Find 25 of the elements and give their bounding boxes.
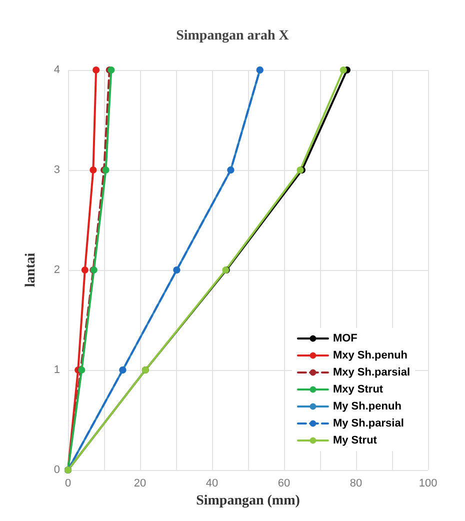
x-tick-label: 40	[206, 478, 218, 490]
chart-title: Simpangan arah X	[176, 28, 289, 44]
point	[340, 66, 347, 74]
x-tick-label: 80	[350, 478, 362, 490]
point	[81, 266, 88, 274]
legend-label: My Strut	[332, 434, 378, 446]
point	[90, 166, 97, 174]
y-axis-title: lantai	[24, 252, 38, 288]
x-tick-label: 100	[418, 478, 438, 490]
y-tick-label: 0	[54, 464, 60, 476]
legend-label: Mxy Strut	[332, 384, 384, 396]
x-tick-label: 20	[134, 478, 146, 490]
legend-label: My Sh.penuh	[332, 400, 402, 412]
y-tick-label: 3	[54, 164, 60, 176]
x-axis-title: Simpangan (mm)	[196, 493, 300, 508]
legend-label: My Sh.parsial	[332, 418, 404, 430]
legend-label: MOF	[332, 332, 358, 344]
x-tick-label: 0	[64, 478, 72, 490]
point	[92, 66, 100, 74]
y-tick-label: 1	[54, 364, 60, 376]
x-tick-label: 60	[278, 478, 290, 490]
y-tick-label: 2	[54, 264, 60, 276]
legend-label: Mxy Sh.penuh	[332, 350, 408, 362]
y-tick-label: 4	[54, 64, 60, 76]
legend-label: Mxy Sh.parsial	[332, 366, 410, 378]
